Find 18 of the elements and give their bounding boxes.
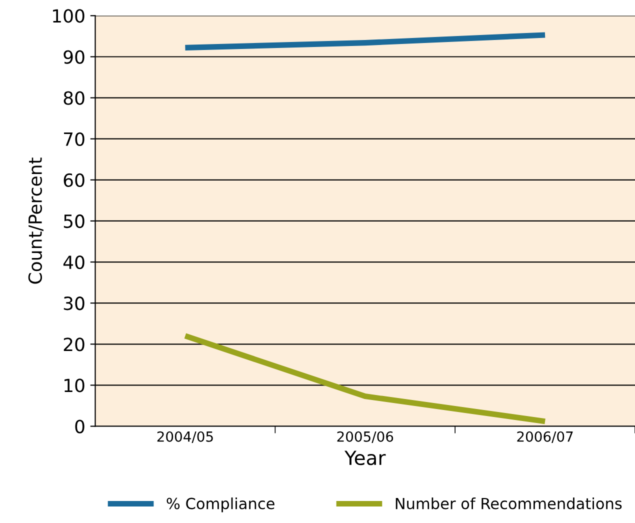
legend-label: % Compliance [166, 497, 274, 512]
y-tick-label: 90 [64, 50, 84, 64]
y-tick-label: 70 [64, 132, 84, 146]
legend-label: Number of Recommendations [396, 497, 622, 510]
y-tick-label: 0 [75, 420, 84, 434]
x-tick-label: 2004/05 [157, 431, 213, 443]
y-tick-label: 30 [64, 296, 84, 310]
y-tick-label: 20 [64, 338, 84, 352]
y-tick-label: 50 [64, 214, 84, 228]
y-axis-title: Count/Percent [28, 158, 44, 284]
x-tick-label: 2005/06 [337, 431, 394, 443]
y-tick-label: 10 [64, 378, 84, 392]
x-axis-title: Year [344, 450, 386, 466]
y-tick-label: 80 [64, 91, 84, 105]
x-tick-label: 2006/07 [517, 431, 573, 443]
y-tick-label: 100 [53, 9, 84, 23]
y-tick-label: 40 [63, 255, 84, 270]
y-tick-label: 60 [64, 173, 84, 188]
